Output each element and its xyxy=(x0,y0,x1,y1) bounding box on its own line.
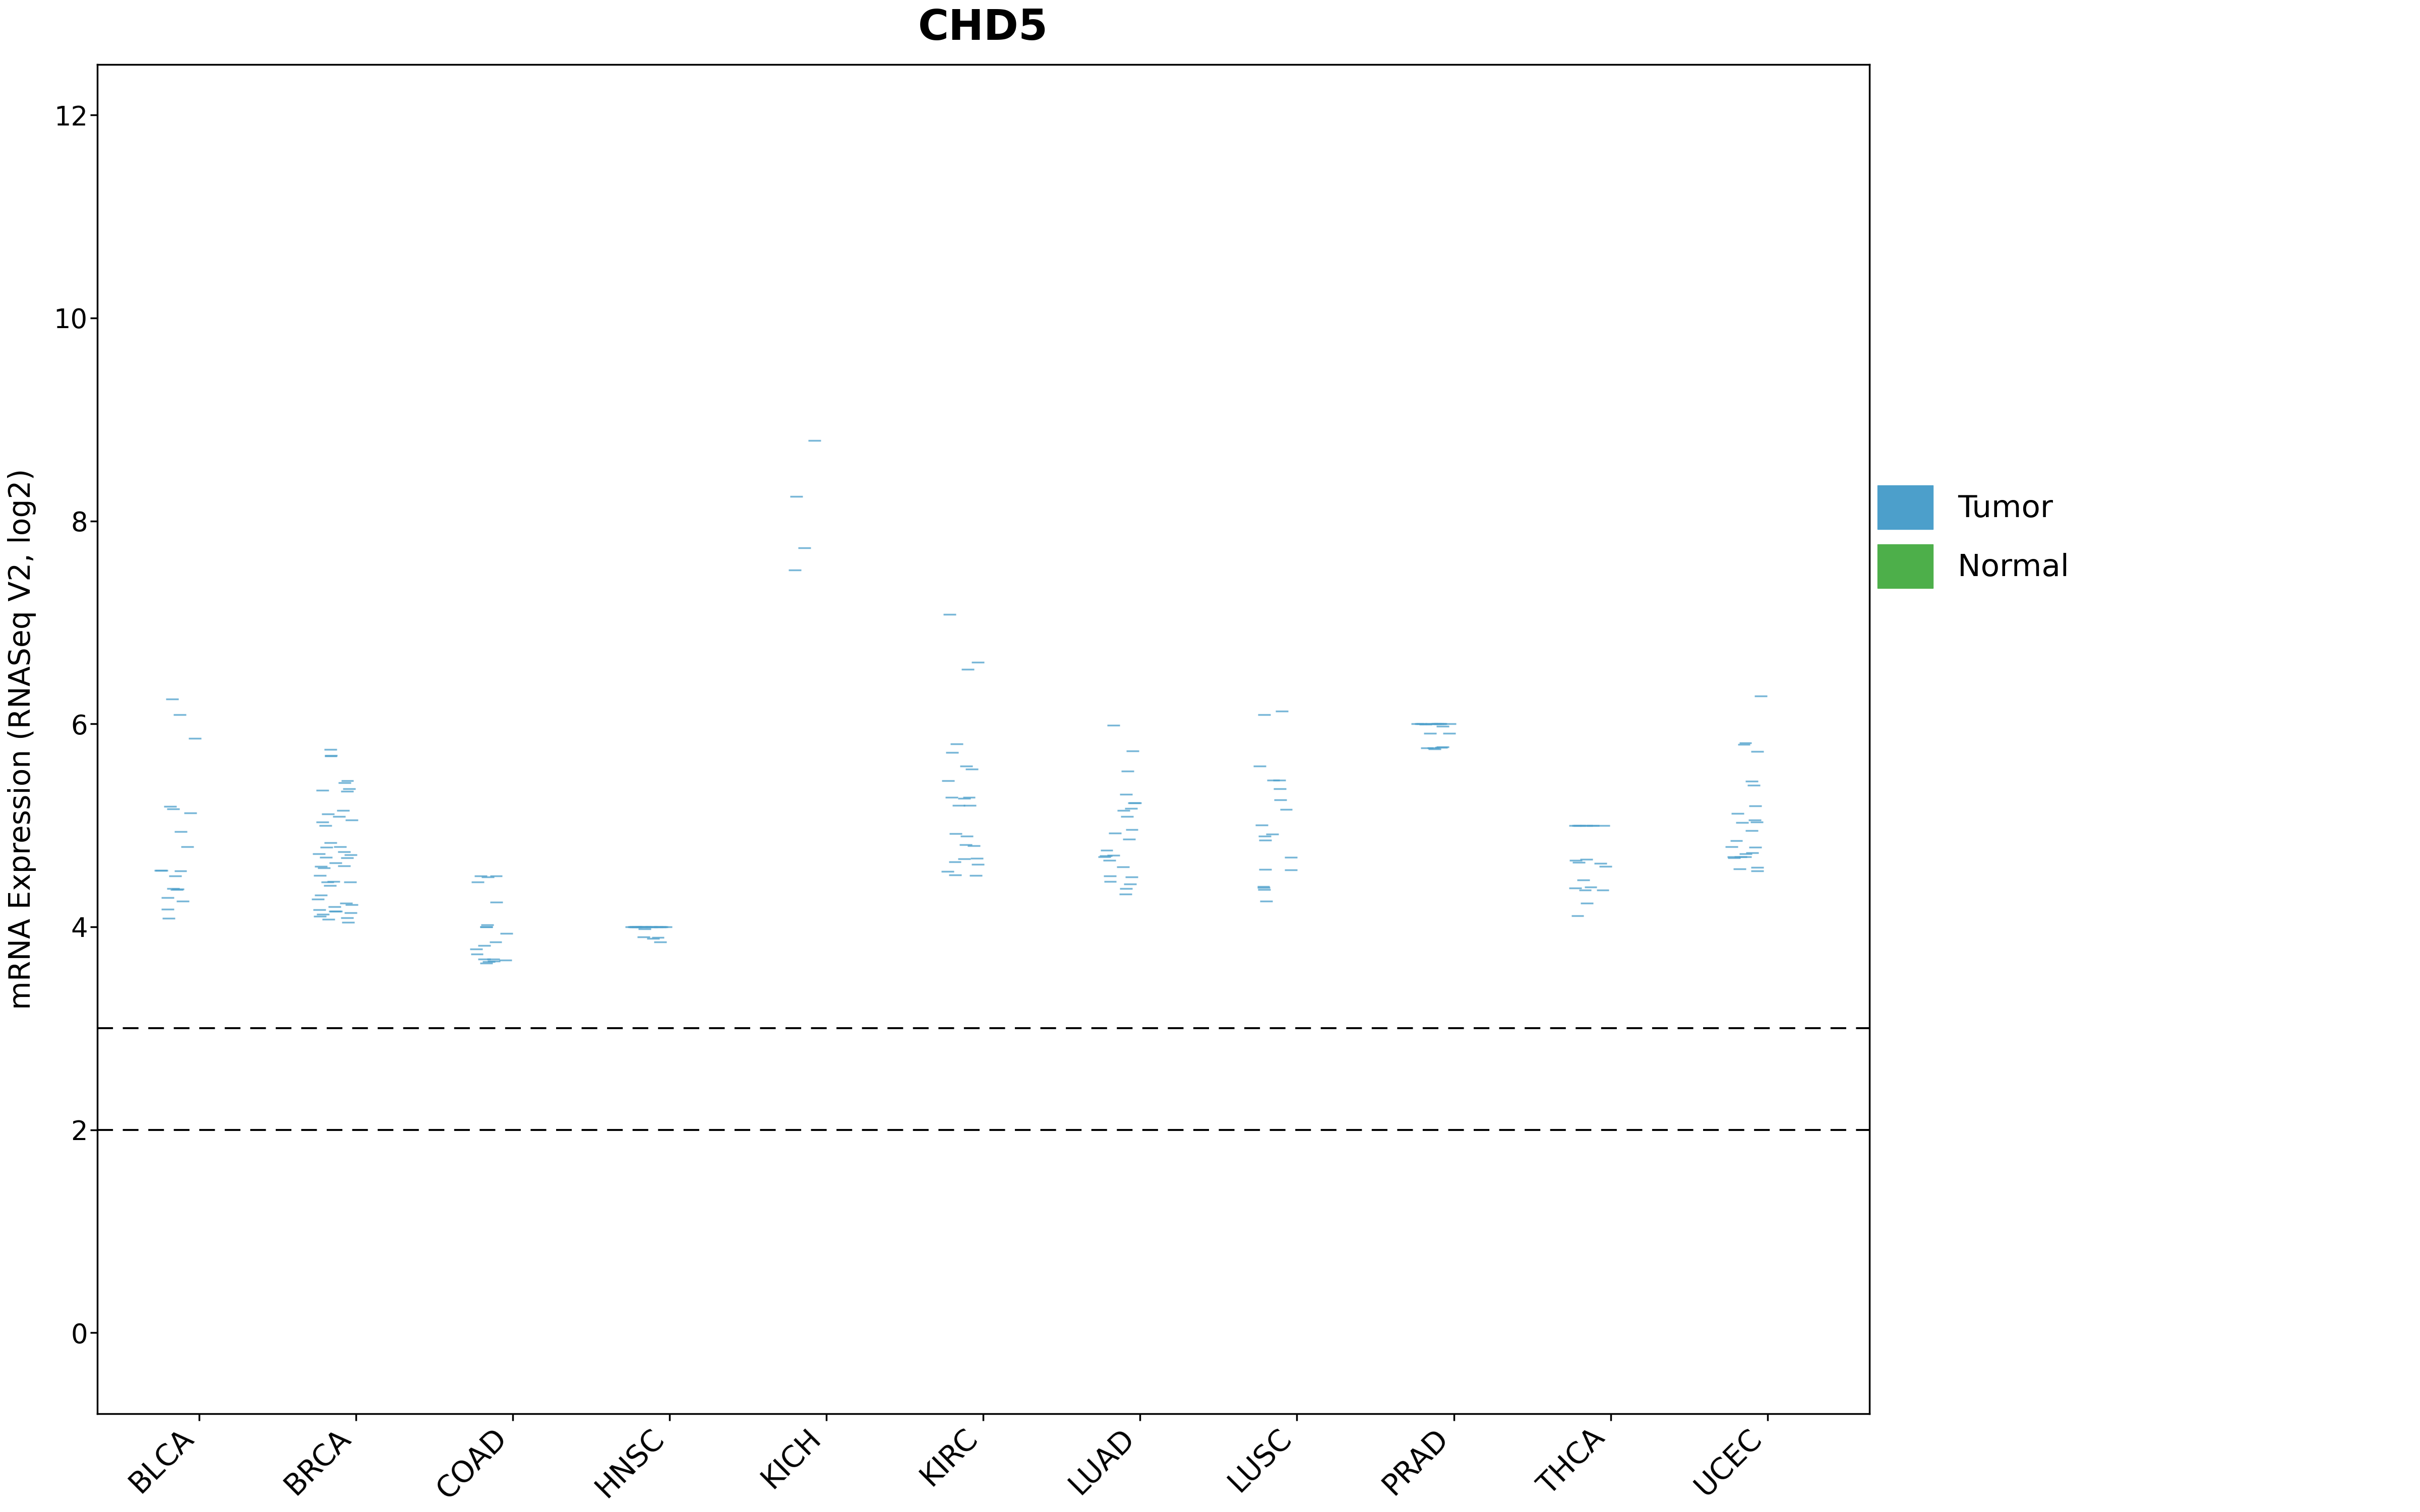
Legend: Tumor, Normal: Tumor, Normal xyxy=(1861,470,2084,603)
Title: CHD5: CHD5 xyxy=(917,8,1048,48)
Y-axis label: mRNA Expression (RNASeq V2, log2): mRNA Expression (RNASeq V2, log2) xyxy=(7,469,36,1010)
